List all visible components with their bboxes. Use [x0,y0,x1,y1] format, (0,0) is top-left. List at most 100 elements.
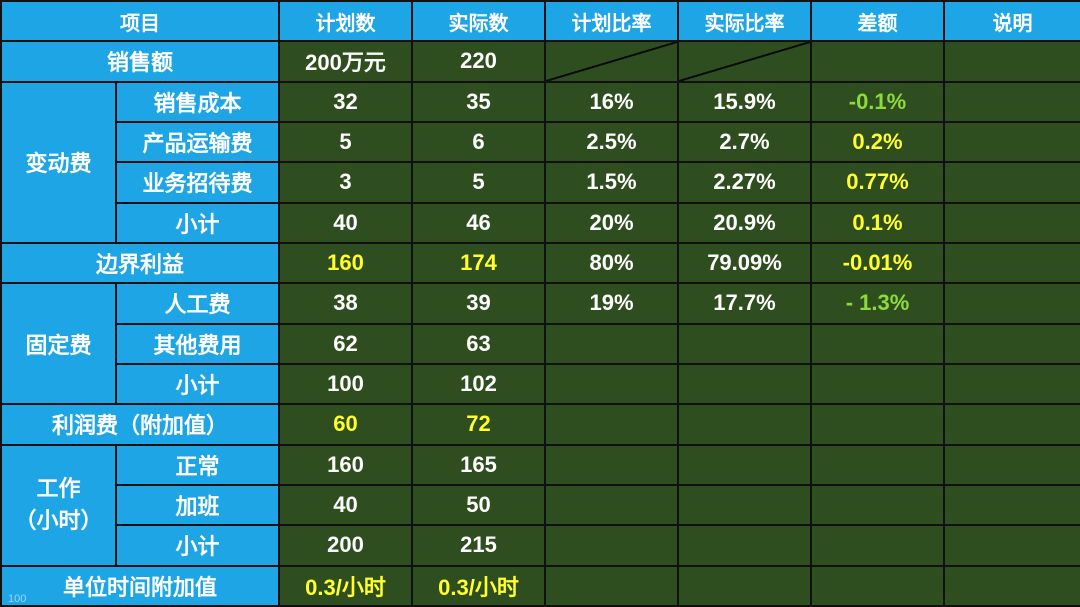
cell-note [943,120,1080,164]
table-row-sales: 销售额 200万元 220 [0,40,1080,83]
cell-actual-ratio [677,483,812,527]
row-label-unit-value: 单位时间附加值 [0,564,280,607]
cell-actual-ratio: 2.7% [677,120,812,164]
cell-actual: 72 [411,403,546,446]
cell-plan-ratio [544,362,679,406]
cell-diff [810,322,945,365]
cell-plan: 38 [278,282,413,325]
table-row-labor: 固定费 人工费 38 39 19% 17.7% - 1.3% [0,282,1080,406]
cell-plan-ratio [544,443,679,486]
cell-diff [810,362,945,406]
cell-actual-ratio-empty [677,40,812,83]
header-actual-ratio: 实际比率 [677,0,812,43]
cell-diff: 0.2% [810,120,945,164]
cell-actual: 174 [411,241,546,285]
row-label-fixed-subtotal: 小计 [115,362,280,406]
row-label-margin: 边界利益 [0,241,280,285]
cell-plan-ratio: 1.5% [544,161,679,204]
cell-actual: 6 [411,120,546,164]
table-row-fixed-subtotal: 小计 100 102 [1,362,1080,406]
cell-plan: 40 [278,201,413,244]
cell-diff: -0.01% [810,241,945,285]
cell-note [943,241,1080,285]
cell-note [943,443,1080,486]
cell-note [943,80,1080,123]
cell-diff: 0.77% [810,161,945,204]
row-label-normal: 正常 [115,443,280,486]
row-label-entertainment: 业务招待费 [115,161,280,204]
table-row-margin: 边界利益 160 174 80% 79.09% -0.01% [0,241,1080,285]
table-row-variable-subtotal: 小计 40 46 20% 20.9% 0.1% [1,201,1080,244]
table-row-sales-cost: 变动费 销售成本 32 35 16% 15.9% -0.1% [0,80,1080,244]
row-label-variable-subtotal: 小计 [115,201,280,244]
cell-plan: 3 [278,161,413,204]
row-label-sales: 销售额 [0,40,280,83]
row-label-labor: 人工费 [115,282,280,325]
cell-actual: 50 [411,483,546,527]
row-label-sales-cost: 销售成本 [115,80,280,123]
cell-actual: 46 [411,201,546,244]
row-label-work-subtotal: 小计 [115,524,280,567]
cell-actual-ratio [677,403,812,446]
cell-diff-empty [810,40,945,83]
cell-actual-ratio: 79.09% [677,241,812,285]
header-row: 项目 计划数 实际数 计划比率 实际比率 差额 说明 [0,0,1080,43]
cell-actual: 215 [411,524,546,567]
cell-plan: 160 [278,443,413,486]
cell-plan-ratio: 20% [544,201,679,244]
cell-actual-ratio: 2.27% [677,161,812,204]
cell-plan-ratio [544,403,679,446]
cell-diff: - 1.3% [810,282,945,325]
cell-actual-ratio: 20.9% [677,201,812,244]
cell-plan-ratio [544,483,679,527]
table-row-profit: 利润费（附加值） 60 72 [0,403,1080,446]
cell-plan: 60 [278,403,413,446]
cell-plan-ratio: 2.5% [544,120,679,164]
cell-note [943,161,1080,204]
cell-actual: 63 [411,322,546,365]
cell-plan: 62 [278,322,413,365]
cell-note [943,483,1080,527]
cell-plan-ratio [544,564,679,607]
row-label-transport: 产品运输费 [115,120,280,164]
table-row-entertainment: 业务招待费 3 5 1.5% 2.27% 0.77% [1,161,1080,204]
header-plan-ratio: 计划比率 [544,0,679,43]
table-row-work-subtotal: 小计 200 215 [1,524,1080,567]
cell-plan: 40 [278,483,413,527]
header-diff: 差额 [810,0,945,43]
cell-actual: 35 [411,80,546,123]
cell-note [943,564,1080,607]
row-label-overtime: 加班 [115,483,280,527]
cell-actual-ratio: 15.9% [677,80,812,123]
cell-diff [810,524,945,567]
header-note: 说明 [943,0,1080,43]
cell-actual: 39 [411,282,546,325]
row-label-other: 其他费用 [115,322,280,365]
cell-plan-ratio-empty [544,40,679,83]
cell-actual: 102 [411,362,546,406]
cell-note [943,403,1080,446]
cell-actual-ratio [677,362,812,406]
cell-plan: 5 [278,120,413,164]
cell-diff: 0.1% [810,201,945,244]
cell-plan-ratio: 19% [544,282,679,325]
cell-actual: 220 [411,40,546,83]
cell-plan: 100 [278,362,413,406]
cell-plan: 200万元 [278,40,413,83]
group-label-work-hours: 工作 （小时） [0,443,117,567]
cell-actual-ratio [677,564,812,607]
cell-note [943,362,1080,406]
cell-diff [810,564,945,607]
cell-actual: 165 [411,443,546,486]
cell-note [943,40,1080,83]
group-label-work-line2: （小时） [14,508,103,534]
cell-actual-ratio [677,443,812,486]
cell-plan: 160 [278,241,413,285]
cell-actual-ratio [677,524,812,567]
row-label-profit: 利润费（附加值） [0,403,280,446]
cell-plan: 200 [278,524,413,567]
header-plan: 计划数 [278,0,413,43]
table-row-other: 其他费用 62 63 [1,322,1080,365]
cell-diff [810,403,945,446]
table-row-normal-hours: 工作 （小时） 正常 160 165 [0,443,1080,567]
